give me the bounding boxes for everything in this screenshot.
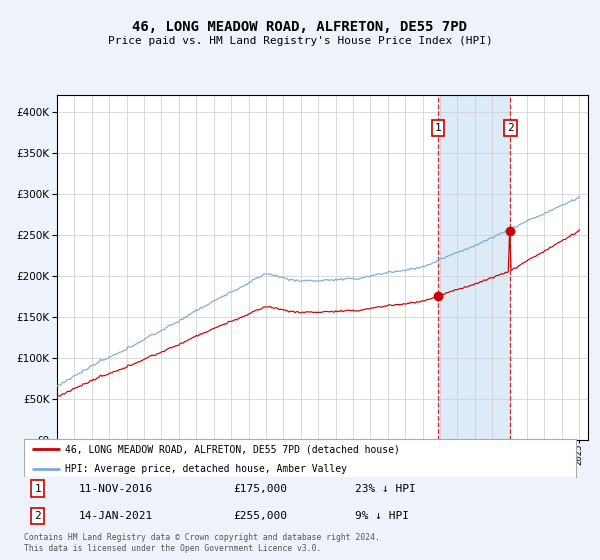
Text: 23% ↓ HPI: 23% ↓ HPI <box>355 484 416 493</box>
Text: 9% ↓ HPI: 9% ↓ HPI <box>355 511 409 521</box>
Text: 2: 2 <box>34 511 41 521</box>
Text: 46, LONG MEADOW ROAD, ALFRETON, DE55 7PD (detached house): 46, LONG MEADOW ROAD, ALFRETON, DE55 7PD… <box>65 444 400 454</box>
Text: 14-JAN-2021: 14-JAN-2021 <box>79 511 154 521</box>
Text: £175,000: £175,000 <box>234 484 288 493</box>
Text: 1: 1 <box>34 484 41 493</box>
Text: £255,000: £255,000 <box>234 511 288 521</box>
Text: Price paid vs. HM Land Registry's House Price Index (HPI): Price paid vs. HM Land Registry's House … <box>107 36 493 46</box>
Text: 2: 2 <box>507 123 514 133</box>
Text: 1: 1 <box>434 123 441 133</box>
Text: HPI: Average price, detached house, Amber Valley: HPI: Average price, detached house, Ambe… <box>65 464 347 474</box>
Text: 46, LONG MEADOW ROAD, ALFRETON, DE55 7PD: 46, LONG MEADOW ROAD, ALFRETON, DE55 7PD <box>133 20 467 34</box>
Text: Contains HM Land Registry data © Crown copyright and database right 2024.
This d: Contains HM Land Registry data © Crown c… <box>24 533 380 553</box>
Text: 11-NOV-2016: 11-NOV-2016 <box>79 484 154 493</box>
Bar <box>438 95 511 440</box>
